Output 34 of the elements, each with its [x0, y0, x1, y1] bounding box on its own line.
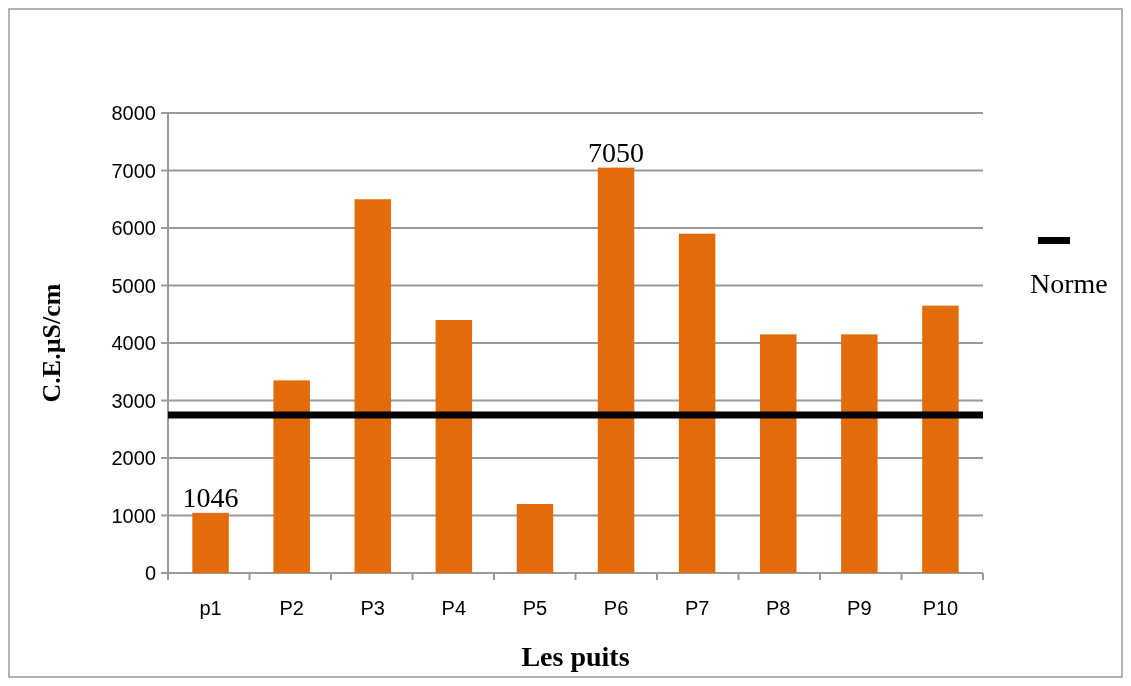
x-tick-label: p1: [199, 597, 222, 619]
y-tick-label: 5000: [111, 274, 156, 297]
bar: [759, 334, 797, 573]
y-tick-label: 7000: [111, 159, 156, 182]
x-tick-label: P2: [279, 597, 304, 619]
bar: [597, 167, 635, 573]
bar: [841, 334, 878, 573]
y-tick-label: 0: [144, 562, 156, 584]
bar: [678, 233, 716, 573]
y-tick-label: 2000: [111, 447, 156, 469]
y-tick-label: 3000: [111, 389, 156, 412]
x-tick-label: P4: [441, 597, 467, 619]
bar: [435, 320, 473, 573]
x-tick-label: P5: [522, 597, 548, 619]
x-tick-label: P6: [603, 597, 629, 619]
y-tick-label: 4000: [111, 332, 156, 354]
x-axis-title: Les puits: [521, 641, 630, 672]
legend-label: Norme: [1030, 267, 1108, 299]
y-tick-label: 8000: [111, 102, 156, 124]
bar: [922, 305, 959, 573]
bar: [354, 199, 392, 573]
x-tick-label: P9: [847, 597, 872, 619]
y-tick-label: 6000: [111, 217, 156, 239]
data-label: 1046: [182, 481, 239, 513]
data-label: 7050: [588, 136, 645, 168]
bar: [516, 504, 554, 573]
x-tick-label: P7: [684, 597, 710, 619]
x-tick-label: P10: [922, 597, 959, 619]
y-tick-label: 1000: [111, 504, 156, 527]
bar: [273, 380, 310, 573]
bar: [192, 512, 229, 573]
x-tick-label: P8: [766, 597, 791, 619]
x-tick-label: P3: [360, 597, 385, 619]
y-axis-title: C.E.µS/cm: [37, 283, 66, 403]
